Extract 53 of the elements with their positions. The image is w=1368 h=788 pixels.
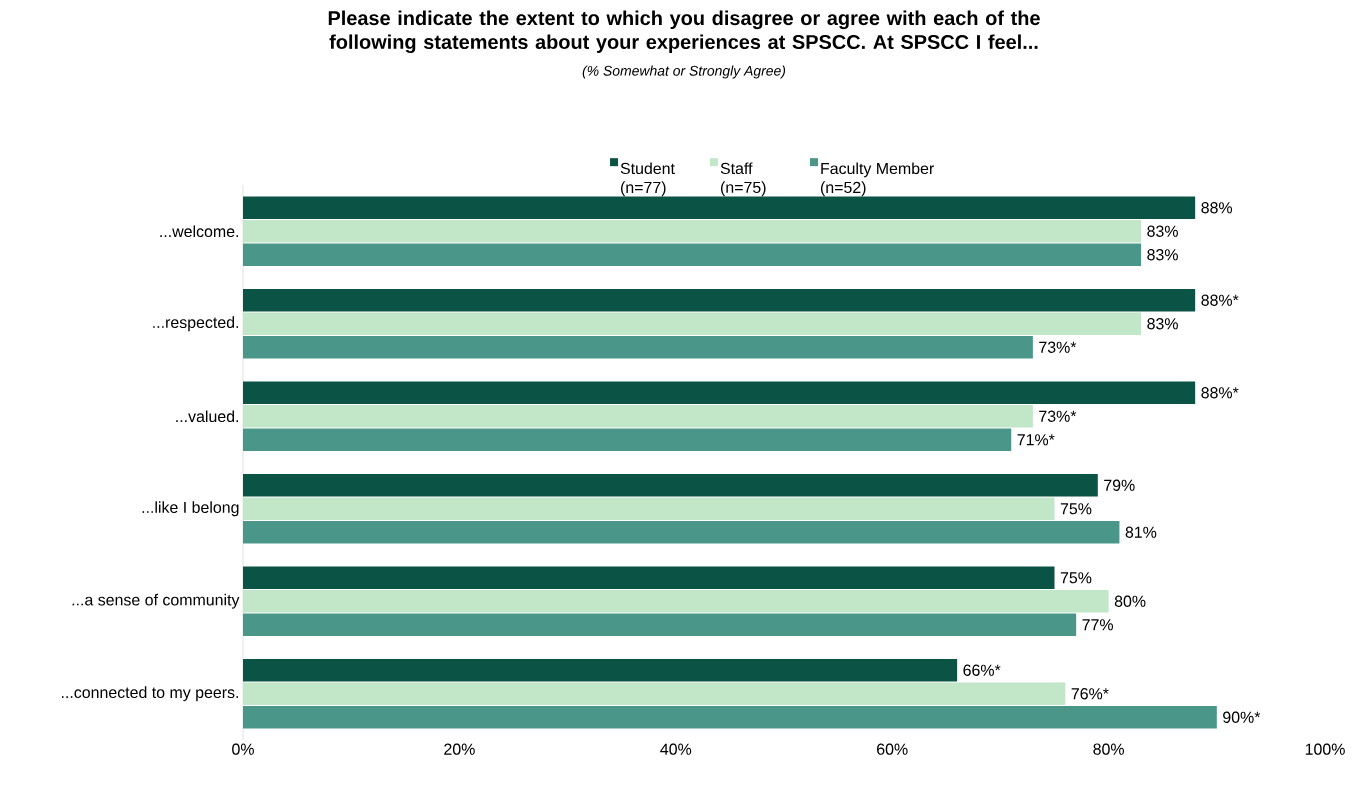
legend-label: Faculty Member (n=52) [820, 162, 934, 197]
y-tick-label: ...respected. [153, 316, 239, 332]
y-tick-label: ...connected to my peers. [61, 686, 238, 702]
data-label: 83% [1147, 225, 1178, 237]
data-label: 76%* [1071, 688, 1109, 700]
chart-subtitle: (% Somewhat or Strongly Agree) [582, 65, 786, 79]
data-label: 73%* [1039, 341, 1077, 353]
bar [243, 243, 1142, 266]
bar [243, 289, 1196, 312]
bar [243, 521, 1120, 544]
y-tick-label: ...welcome. [160, 225, 239, 238]
bar [243, 405, 1033, 428]
bar [243, 566, 1055, 589]
data-label: 75% [1060, 572, 1092, 584]
x-tick-label: 40% [660, 743, 692, 755]
x-tick-label: 100% [1305, 743, 1345, 755]
bar [243, 312, 1142, 335]
bar [243, 196, 1196, 219]
bar [243, 706, 1217, 729]
bar [243, 428, 1012, 451]
data-label: 81% [1125, 526, 1157, 538]
bar [243, 219, 1142, 243]
y-tick-label: ...valued. [176, 410, 239, 423]
y-tick-label: ...a sense of community [72, 593, 240, 609]
data-label: 80% [1114, 595, 1146, 607]
legend-label: Staff (n=75) [720, 162, 766, 197]
x-tick-label: 60% [877, 743, 908, 755]
bar [243, 613, 1077, 636]
bar [243, 497, 1055, 520]
data-label: 88%* [1201, 387, 1239, 399]
chart-title: Please indicate the extent to which you disagree or agree with each of the following statements about your experiences at SPSCC. At SPSCC I feel... [328, 10, 1040, 54]
data-label: 66%* [963, 664, 1001, 676]
x-tick-label: 0% [232, 743, 254, 755]
data-label: 88%* [1201, 294, 1239, 306]
bar [243, 336, 1033, 359]
data-label: 88% [1201, 202, 1233, 214]
x-tick-label: 80% [1093, 743, 1124, 755]
x-tick-label: 20% [444, 743, 475, 755]
data-label: 73%* [1039, 410, 1077, 422]
bar [243, 474, 1098, 497]
data-label: 71%* [1017, 434, 1055, 446]
legend-label: Student (n=77) [620, 162, 675, 197]
data-label: 79% [1104, 479, 1135, 491]
data-label: 83% [1147, 318, 1178, 330]
bar [243, 590, 1109, 613]
bar [243, 659, 958, 682]
data-label: 83% [1147, 249, 1178, 261]
data-label: 77% [1082, 619, 1114, 631]
y-tick-label: ...like I belong [142, 501, 239, 517]
bar [243, 682, 1066, 706]
data-label: 90%* [1223, 711, 1261, 723]
bar [243, 381, 1196, 404]
data-label: 75% [1060, 503, 1092, 515]
